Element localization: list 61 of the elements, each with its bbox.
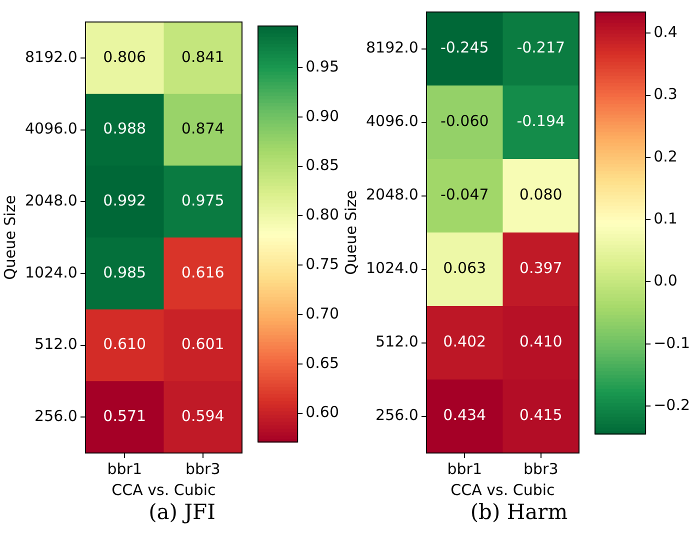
y-axis-title: Queue Size [342, 190, 360, 275]
data-label: 0.415 [519, 406, 562, 424]
data-label: -0.245 [440, 38, 489, 57]
y-tick-label: 2048.0 [24, 191, 78, 210]
color-bar-label: −0.2 [654, 396, 690, 414]
color-bar-label: −0.1 [654, 334, 690, 352]
data-label: 0.610 [103, 335, 146, 354]
y-tick-label: 1024.0 [24, 263, 78, 282]
x-axis-title: CCA vs. Cubic [112, 480, 216, 499]
y-tick-label: 256.0 [34, 406, 78, 425]
data-label: 0.806 [103, 48, 146, 66]
data-label: 0.080 [519, 186, 562, 204]
data-label: -0.047 [440, 186, 489, 204]
data-label: 0.434 [443, 406, 486, 424]
data-label: 0.063 [443, 259, 486, 278]
text: (a) JFI [148, 500, 216, 524]
y-tick-label: 2048.0 [366, 186, 418, 204]
color-bar-label: 0.65 [306, 354, 340, 372]
color-bar-label: 0.90 [306, 106, 340, 125]
data-label: 0.616 [181, 263, 224, 282]
color-bar-label: 0.4 [654, 23, 678, 42]
data-label: -0.060 [440, 112, 489, 130]
y-tick-label: 512.0 [376, 332, 418, 351]
color-bar-label: 0.70 [306, 304, 340, 322]
color-bar-label: 0.80 [306, 206, 340, 224]
color-bar-label: 0.60 [306, 403, 340, 422]
y-axis-title: Queue Size [0, 195, 19, 280]
color-bar-label: 0.85 [306, 156, 340, 174]
data-label: 0.397 [519, 259, 562, 278]
color-bar-label: 0.2 [654, 147, 678, 166]
data-label: 0.402 [443, 332, 486, 351]
x-axis-title: CCA vs. Cubic [450, 480, 555, 499]
data-label: 0.410 [519, 332, 562, 351]
data-label: 0.841 [181, 48, 224, 66]
y-tick-label: 4096.0 [366, 112, 418, 130]
y-tick-label: 512.0 [34, 335, 78, 354]
data-label: 0.985 [103, 263, 146, 282]
data-label: 0.594 [181, 406, 224, 425]
data-label: 0.992 [103, 191, 146, 210]
data-label: -0.217 [516, 38, 566, 57]
data-label: 0.571 [103, 406, 146, 425]
data-label: 0.874 [181, 120, 224, 138]
color-bar-label: 0.95 [306, 57, 340, 76]
color-bar-label: 0.1 [654, 209, 678, 228]
y-tick-label: 8192.0 [24, 48, 78, 66]
y-tick-label: 8192.0 [366, 38, 418, 57]
x-tick-label: bbr3 [185, 460, 220, 478]
color-bar-label: 0.75 [306, 255, 340, 274]
x-tick-label: bbr1 [107, 460, 142, 478]
color-bar-label: 0.3 [654, 85, 678, 104]
y-tick-label: 1024.0 [366, 259, 418, 278]
color-bar-label: 0.0 [654, 272, 678, 290]
data-label: 0.988 [103, 120, 146, 138]
y-tick-label: 4096.0 [24, 120, 78, 138]
x-tick-label: bbr3 [523, 460, 558, 478]
data-label: 0.601 [181, 335, 224, 354]
x-tick-label: bbr1 [447, 460, 482, 478]
text: (b) Harm [469, 500, 569, 524]
y-tick-label: 256.0 [376, 406, 418, 424]
data-label: 0.975 [181, 191, 224, 210]
data-label: -0.194 [516, 112, 566, 130]
